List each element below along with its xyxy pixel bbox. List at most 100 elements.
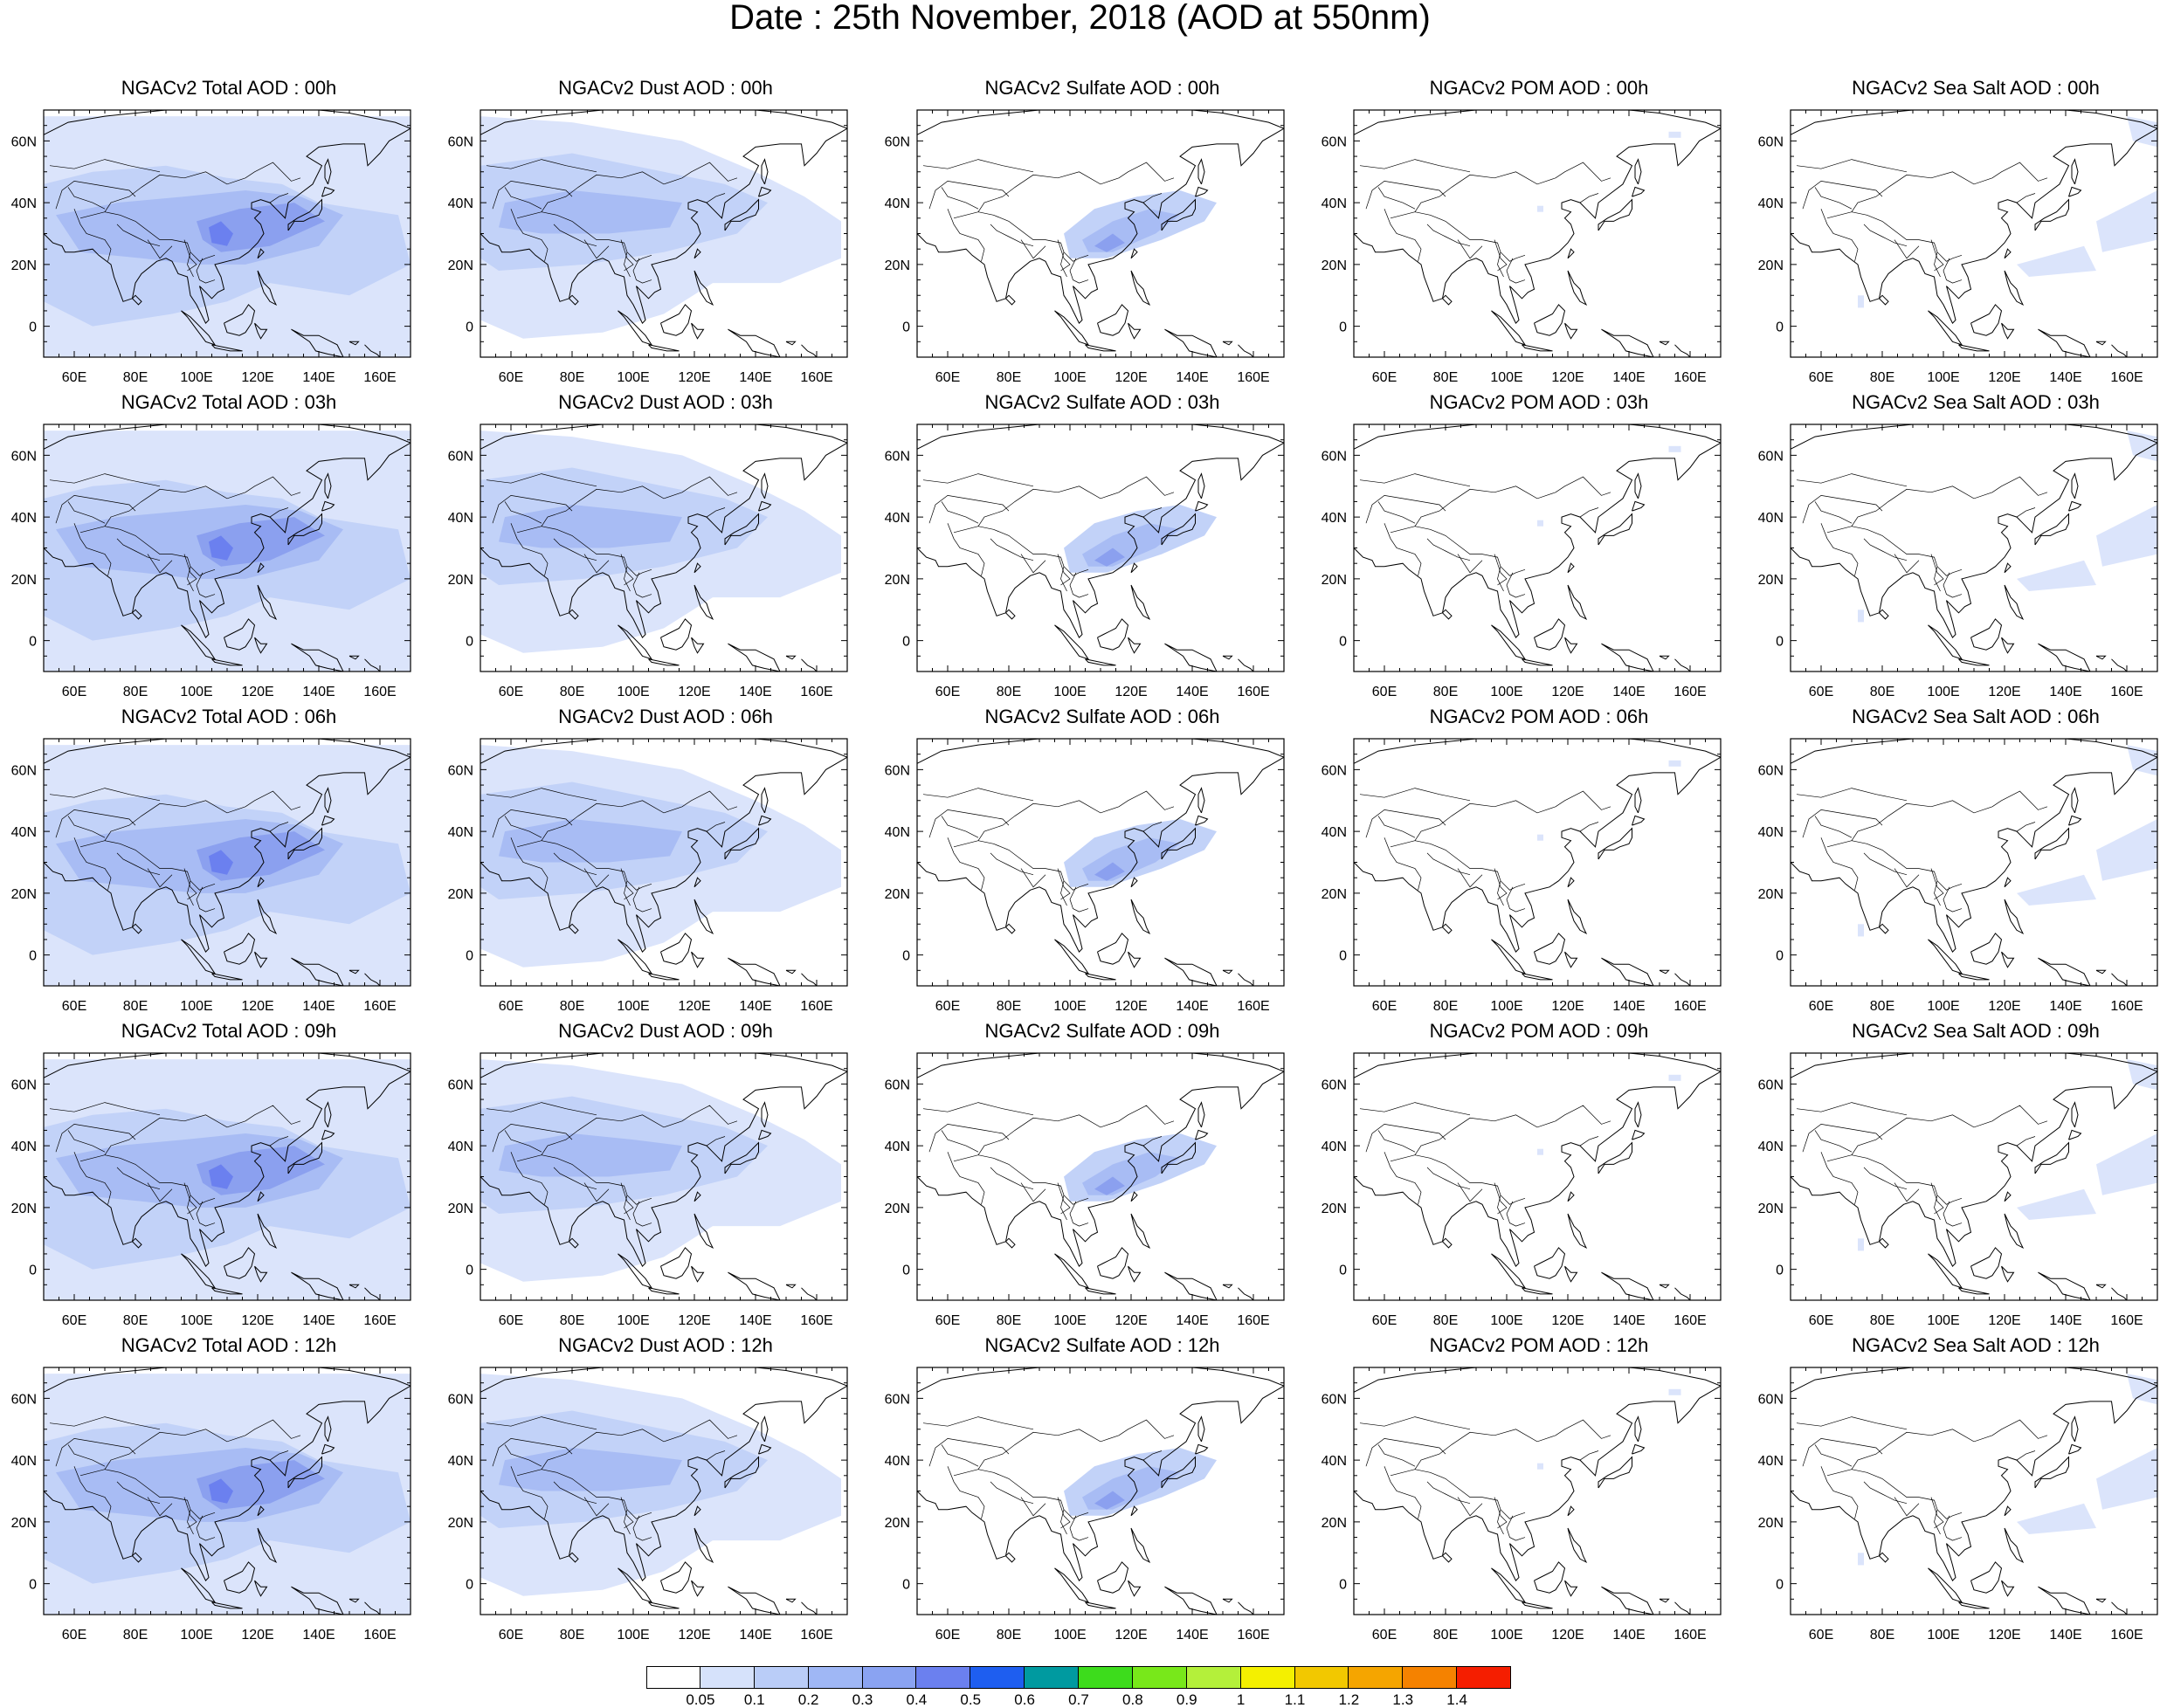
lon-tick-label: 60E <box>1809 1628 1833 1643</box>
coastline <box>1130 1213 1151 1250</box>
country-border <box>510 837 549 891</box>
lon-tick-label: 120E <box>1551 1628 1584 1643</box>
lon-tick-label: 160E <box>2110 1628 2143 1643</box>
country-border <box>990 224 1034 247</box>
map-panel: NGACv2 Sulfate AOD : 12h 60E 80E 100E 120E 14… <box>880 1336 1291 1643</box>
coastline <box>1601 957 1654 986</box>
coastline <box>1128 637 1142 654</box>
coastline <box>2071 472 2079 499</box>
lon-tick-label: 160E <box>2110 370 2143 385</box>
country-border <box>706 193 726 203</box>
aod-field <box>2127 116 2157 148</box>
country-border <box>492 809 573 838</box>
aod-map: 60E 80E 100E 120E 140E 160E 60N 40N 20N 0 <box>11 1052 411 1328</box>
coastline <box>1354 739 1721 764</box>
coastline <box>480 548 511 568</box>
country-border <box>67 501 106 524</box>
lon-tick-label: 60E <box>499 999 523 1014</box>
country-border <box>196 572 216 598</box>
country-border <box>541 1105 738 1155</box>
coastline <box>73 1071 411 1267</box>
lat-tick-label: 0 <box>1339 320 1347 335</box>
coastline <box>648 344 680 352</box>
coastline <box>1054 310 1090 346</box>
coastline <box>364 658 381 671</box>
coastline <box>2145 687 2149 693</box>
coastline <box>1085 344 1116 352</box>
coastline <box>257 248 265 259</box>
country-border <box>49 1416 161 1430</box>
coastline <box>348 1598 360 1603</box>
country-border <box>1579 193 1599 203</box>
lat-tick-label: 0 <box>902 635 910 650</box>
lat-tick-label: 20N <box>11 573 37 588</box>
aod-map: 60E 80E 100E 120E 140E 160E 60N 40N 20N 0 <box>448 1367 848 1643</box>
country-border <box>1863 1167 1908 1190</box>
coastline <box>1708 687 1712 693</box>
country-border <box>147 239 173 259</box>
lon-tick-label: 120E <box>1551 370 1584 385</box>
country-border <box>116 224 161 247</box>
coastline <box>1097 618 1129 651</box>
coastline <box>181 624 217 660</box>
lon-tick-label: 120E <box>1115 685 1147 699</box>
country-border <box>1457 868 1483 888</box>
country-border <box>541 162 738 212</box>
country-border <box>1365 495 1446 524</box>
map-panel: NGACv2 Total AOD : 03h 60E 80E 100E 120E 140E… <box>7 393 418 699</box>
lon-tick-label: 80E <box>1433 370 1458 385</box>
coastline <box>44 1491 74 1511</box>
lat-tick-label: 40N <box>1758 1140 1784 1154</box>
lon-tick-label: 100E <box>617 685 649 699</box>
aod-map: 60E 80E 100E 120E 140E 160E 60N 40N 20N 0 <box>11 738 411 1014</box>
country-border <box>510 1466 549 1519</box>
coastline <box>1928 1253 1963 1289</box>
lon-tick-label: 80E <box>560 1628 584 1643</box>
colorbar-swatch <box>808 1666 863 1689</box>
country-border <box>1930 1497 1944 1529</box>
coastline <box>1659 341 1670 346</box>
aod-map: 60E 80E 100E 120E 140E 160E 60N 40N 20N 0 <box>885 1367 1285 1643</box>
lon-tick-label: 60E <box>1372 1628 1397 1643</box>
aod-map: 60E 80E 100E 120E 140E 160E 60N 40N 20N 0 <box>1758 738 2158 1014</box>
lon-tick-label: 60E <box>1809 999 1833 1014</box>
lat-tick-label: 60N <box>448 134 473 149</box>
lat-tick-label: 60N <box>1322 763 1347 778</box>
lon-tick-label: 100E <box>180 685 212 699</box>
country-border <box>104 1419 301 1470</box>
coastline <box>1222 655 1233 660</box>
aod-field <box>2096 1133 2157 1195</box>
country-border <box>1069 1515 1089 1541</box>
coastline <box>2068 186 2082 197</box>
coastline <box>1195 1443 1209 1455</box>
lat-tick-label: 60N <box>885 134 910 149</box>
coastline <box>761 472 769 499</box>
lon-tick-label: 60E <box>62 685 86 699</box>
lon-tick-label: 120E <box>1115 1313 1147 1328</box>
coastline <box>321 186 335 197</box>
coastline <box>224 933 256 965</box>
country-border <box>73 209 112 262</box>
coastline <box>291 957 344 986</box>
coastline <box>1820 1071 2157 1267</box>
country-border <box>1802 1124 1883 1153</box>
country-border <box>706 507 726 518</box>
country-border <box>1930 868 1944 900</box>
coastline <box>2095 1598 2107 1603</box>
coastline <box>321 815 335 826</box>
coastline <box>1354 424 1721 450</box>
lon-tick-label: 140E <box>1612 685 1645 699</box>
country-border <box>1057 1497 1071 1529</box>
lat-tick-label: 20N <box>885 573 910 588</box>
country-border <box>1377 1130 1416 1153</box>
coastline <box>1522 1287 1553 1295</box>
coastline <box>1567 1191 1575 1202</box>
coastline <box>1354 110 1721 135</box>
coastline <box>480 1367 847 1393</box>
lon-tick-label: 140E <box>1612 999 1645 1014</box>
coastline <box>480 862 511 882</box>
country-border <box>486 159 597 173</box>
country-border <box>1020 554 1046 574</box>
coastline <box>758 186 772 197</box>
coastline <box>1442 609 1453 620</box>
